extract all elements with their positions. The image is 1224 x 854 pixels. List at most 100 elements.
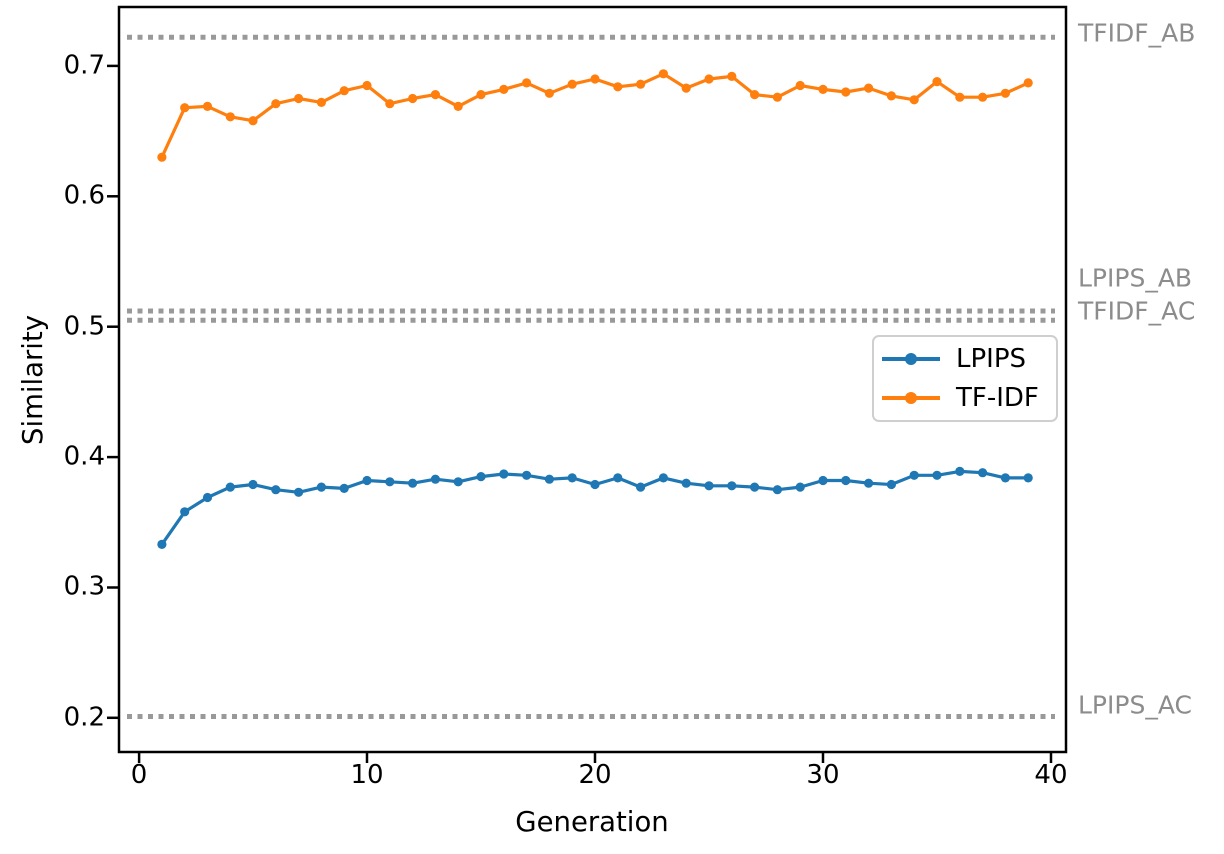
series-marker-tf-idf bbox=[1023, 78, 1033, 88]
x-tick-label: 20 bbox=[578, 760, 612, 790]
series-marker-lpips bbox=[157, 539, 167, 550]
series-marker-tf-idf bbox=[750, 90, 760, 100]
series-marker-lpips bbox=[339, 483, 349, 493]
series-marker-tf-idf bbox=[202, 101, 213, 111]
series-marker-tf-idf bbox=[772, 92, 783, 102]
series-marker-tf-idf bbox=[613, 82, 623, 92]
series-marker-tf-idf bbox=[978, 92, 988, 102]
series-marker-tf-idf bbox=[818, 84, 828, 94]
series-marker-tf-idf bbox=[932, 77, 942, 87]
ref-label-lpips-ac: LPIPS_AC bbox=[1078, 690, 1192, 720]
series-marker-tf-idf bbox=[339, 86, 349, 96]
series-marker-lpips bbox=[294, 487, 304, 497]
series-line-tf-idf bbox=[160, 72, 1029, 158]
x-tick-label: 40 bbox=[1034, 760, 1068, 790]
ref-label-tfidf-ac: TFIDF_AC bbox=[1078, 296, 1196, 326]
series-marker-tf-idf bbox=[544, 88, 555, 98]
series-marker-tf-idf bbox=[294, 93, 304, 104]
series-marker-lpips bbox=[886, 479, 897, 490]
series-marker-tf-idf bbox=[522, 78, 532, 88]
series-marker-lpips bbox=[316, 482, 326, 492]
series-marker-tf-idf bbox=[180, 103, 190, 113]
series-marker-tf-idf bbox=[727, 71, 737, 81]
series-marker-lpips bbox=[978, 468, 988, 478]
axes-spines bbox=[117, 5, 1068, 754]
series-marker-lpips bbox=[271, 485, 281, 495]
y-tick-label: 0.2 bbox=[63, 702, 105, 733]
series-marker-lpips bbox=[567, 473, 577, 483]
series-marker-lpips bbox=[202, 492, 213, 503]
x-tick-label: 10 bbox=[350, 760, 384, 790]
y-tick-label: 0.5 bbox=[63, 311, 105, 342]
series-marker-lpips bbox=[385, 477, 395, 487]
series-marker-tf-idf bbox=[225, 112, 235, 122]
ref-label-tfidf-ab: TFIDF_AB bbox=[1078, 18, 1196, 48]
series-marker-lpips bbox=[636, 482, 646, 492]
legend-line-sample-lpips bbox=[882, 357, 940, 361]
series-marker-lpips bbox=[955, 466, 965, 476]
series-marker-tf-idf bbox=[430, 90, 440, 100]
series-marker-lpips bbox=[681, 478, 691, 488]
series-marker-lpips bbox=[658, 473, 669, 483]
legend-item-tfidf: TF-IDF bbox=[882, 385, 1056, 411]
x-axis-label: Generation bbox=[515, 806, 669, 838]
series-marker-tf-idf bbox=[658, 69, 669, 79]
series-marker-lpips bbox=[1000, 473, 1011, 483]
series-marker-tf-idf bbox=[636, 79, 646, 89]
legend-label-tfidf: TF-IDF bbox=[956, 383, 1039, 413]
series-marker-tf-idf bbox=[248, 116, 258, 126]
series-marker-tf-idf bbox=[499, 84, 509, 94]
series-marker-lpips bbox=[362, 475, 372, 486]
series-marker-lpips bbox=[522, 470, 532, 480]
series-marker-lpips bbox=[750, 482, 760, 492]
y-tick-label: 0.3 bbox=[63, 571, 105, 602]
series-marker-lpips bbox=[476, 472, 486, 482]
series-marker-tf-idf bbox=[408, 93, 418, 104]
series-marker-lpips bbox=[430, 474, 440, 484]
series-marker-tf-idf bbox=[567, 79, 577, 89]
series-marker-lpips bbox=[613, 473, 623, 483]
series-marker-tf-idf bbox=[1000, 88, 1011, 98]
series-marker-tf-idf bbox=[909, 95, 919, 105]
series-marker-tf-idf bbox=[316, 97, 326, 107]
series-marker-lpips bbox=[864, 478, 874, 488]
series-marker-tf-idf bbox=[590, 74, 600, 84]
x-tick-label: 0 bbox=[130, 760, 148, 790]
series-marker-tf-idf bbox=[704, 74, 714, 84]
legend-label-lpips: LPIPS bbox=[956, 344, 1027, 374]
series-marker-lpips bbox=[818, 475, 828, 486]
y-tick-label: 0.6 bbox=[63, 180, 105, 211]
series-marker-tf-idf bbox=[453, 101, 463, 111]
x-tick-label: 30 bbox=[806, 760, 840, 790]
series-marker-lpips bbox=[225, 482, 235, 492]
series-marker-lpips bbox=[704, 481, 714, 491]
series-marker-lpips bbox=[453, 477, 463, 487]
series-marker-lpips bbox=[180, 507, 190, 517]
series-marker-tf-idf bbox=[476, 90, 486, 100]
series-marker-lpips bbox=[544, 474, 555, 484]
series-marker-tf-idf bbox=[841, 87, 851, 97]
series-marker-tf-idf bbox=[955, 92, 965, 102]
series-marker-lpips bbox=[499, 469, 509, 479]
series-marker-lpips bbox=[1023, 473, 1033, 483]
series-marker-tf-idf bbox=[795, 80, 805, 91]
series-marker-lpips bbox=[590, 479, 600, 490]
series-marker-tf-idf bbox=[681, 83, 691, 93]
y-axis-label: Similarity bbox=[17, 314, 49, 446]
series-marker-tf-idf bbox=[157, 152, 167, 162]
series-marker-tf-idf bbox=[362, 80, 372, 91]
y-tick-label: 0.7 bbox=[63, 50, 105, 81]
legend-line-sample-tfidf bbox=[882, 396, 940, 400]
ref-label-lpips-ab: LPIPS_AB bbox=[1078, 263, 1193, 293]
series-marker-lpips bbox=[841, 475, 851, 486]
y-tick-label: 0.4 bbox=[63, 441, 105, 472]
series-marker-lpips bbox=[248, 479, 258, 490]
legend-item-lpips: LPIPS bbox=[882, 346, 1056, 372]
series-marker-tf-idf bbox=[271, 99, 281, 109]
series-marker-lpips bbox=[772, 485, 783, 495]
series-marker-lpips bbox=[408, 478, 418, 488]
series-marker-tf-idf bbox=[864, 83, 874, 93]
series-marker-lpips bbox=[909, 470, 919, 480]
